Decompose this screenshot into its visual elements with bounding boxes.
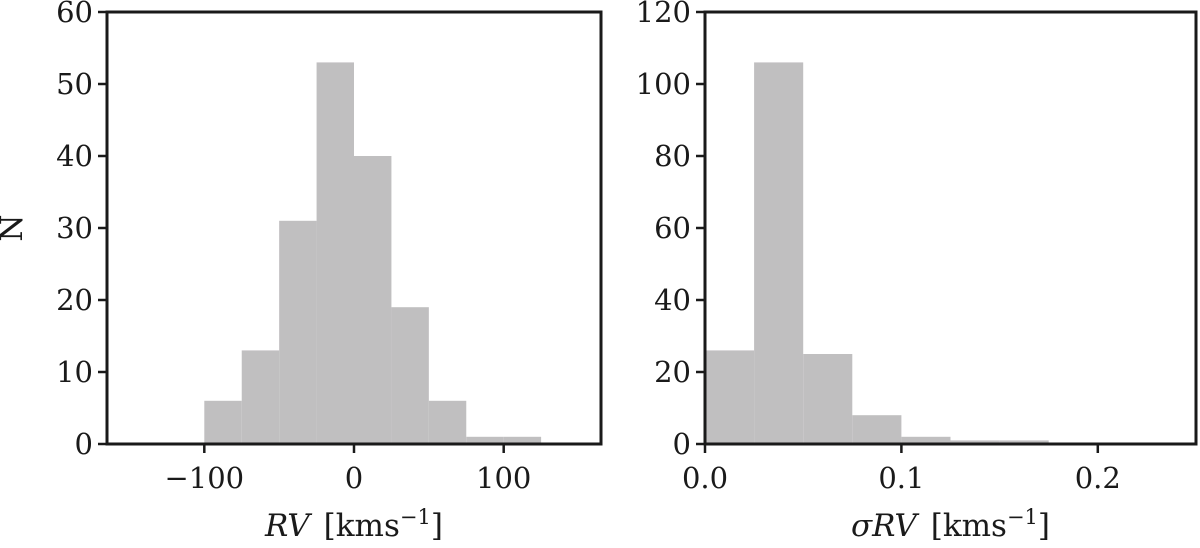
rv-x-axis: −100 0 100 (164, 444, 531, 495)
sigma-rv-xtick-label-1: 0.1 (878, 461, 924, 495)
sigma-rv-xtick-label-0: 0.0 (682, 461, 728, 495)
rv-ytick-label-2: 20 (56, 283, 93, 317)
sigma-rv-ytick-label-2: 40 (654, 283, 691, 317)
sigma-rv-plot-frame (703, 10, 1198, 446)
sigma-rv-xtick-label-2: 0.2 (1075, 461, 1121, 495)
sigma-rv-ytick-label-1: 20 (654, 355, 691, 389)
rv-bar-1 (241, 350, 280, 444)
sigma-rv-bar-5 (950, 440, 1000, 444)
rv-ytick-label-3: 30 (56, 211, 93, 245)
rv-ytick-label-1: 10 (56, 355, 93, 389)
rv-bar-3 (316, 62, 354, 445)
sigma-rv-bar-2 (803, 354, 853, 444)
rv-x-axis-label: RV [kms−1] (264, 505, 443, 544)
rv-bar-0 (204, 400, 242, 444)
rv-ytick-label-0: 0 (75, 427, 93, 461)
rv-bar-5 (391, 307, 429, 444)
rv-bar-8 (503, 436, 542, 444)
rv-ytick-label-4: 40 (56, 139, 93, 173)
sigma-rv-x-axis: 0.0 0.1 0.2 (682, 444, 1121, 495)
sigma-rv-ytick-label-6: 120 (636, 0, 691, 29)
sigma-rv-bar-6 (999, 440, 1049, 444)
sigma-rv-bars (705, 62, 1049, 445)
rv-xtick-label-2: 100 (476, 461, 531, 495)
rv-bar-2 (279, 220, 317, 444)
rv-y-axis-label: N (0, 214, 30, 241)
rv-ytick-label-5: 50 (56, 67, 93, 101)
sigma-rv-y-axis: 0 20 40 60 80 100 120 (636, 0, 705, 461)
sigma-rv-bar-4 (901, 436, 951, 444)
rv-bars (204, 62, 542, 445)
rv-xtick-label-0: −100 (164, 461, 244, 495)
rv-bar-7 (466, 436, 504, 444)
sigma-rv-ytick-label-3: 60 (654, 211, 691, 245)
rv-bar-6 (428, 400, 467, 444)
sigma-rv-bar-3 (852, 415, 902, 444)
sigma-rv-x-axis-label: σRV [kms−1] (851, 505, 1050, 544)
sigma-rv-ytick-label-4: 80 (654, 139, 691, 173)
rv-bar-4 (354, 156, 392, 444)
sigma-rv-bar-0 (705, 350, 755, 444)
sigma-rv-ytick-label-0: 0 (673, 427, 691, 461)
rv-ytick-label-6: 60 (56, 0, 93, 29)
sigma-rv-histogram-panel: 0 20 40 60 80 100 120 0.0 0.1 0.2 σRV [kms−1] (636, 0, 1198, 544)
rv-plot-frame (105, 10, 603, 446)
sigma-rv-bar-1 (754, 62, 804, 445)
rv-histogram-panel: 0 10 20 30 40 50 60 −100 0 100 N RV[kms−1] (0, 0, 603, 544)
sigma-rv-ytick-label-5: 100 (636, 67, 691, 101)
rv-y-axis: 0 10 20 30 40 50 60 (56, 0, 107, 461)
rv-xtick-label-1: 0 (345, 461, 363, 495)
